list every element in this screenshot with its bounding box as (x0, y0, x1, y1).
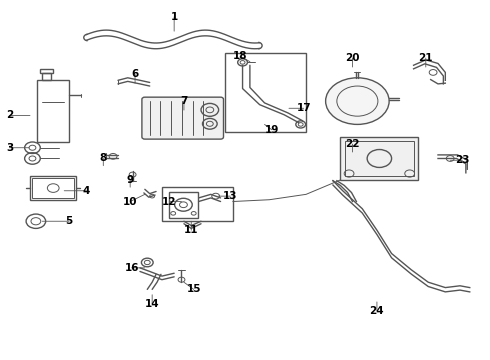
Text: 18: 18 (233, 51, 247, 61)
Text: 19: 19 (265, 125, 279, 135)
Text: 22: 22 (345, 139, 360, 149)
Circle shape (326, 78, 389, 125)
Text: 9: 9 (126, 175, 134, 185)
Bar (37, 80, 69, 142)
FancyBboxPatch shape (142, 97, 223, 139)
Text: 13: 13 (223, 191, 238, 201)
Bar (30, 176, 76, 200)
Text: 12: 12 (162, 197, 176, 207)
Text: 2: 2 (6, 111, 13, 121)
Text: 3: 3 (6, 143, 13, 153)
Bar (169, 192, 197, 218)
Text: 16: 16 (124, 263, 139, 273)
Bar (225, 53, 306, 132)
Text: 23: 23 (455, 155, 470, 165)
Text: 17: 17 (296, 103, 311, 113)
Text: 20: 20 (345, 53, 360, 63)
Text: 21: 21 (418, 53, 433, 63)
Text: 4: 4 (82, 186, 90, 196)
Bar (162, 187, 233, 221)
Text: 24: 24 (369, 306, 384, 316)
Bar (345, 140, 414, 176)
Bar (32, 178, 74, 198)
Text: 5: 5 (66, 216, 73, 226)
Bar (42, 73, 51, 80)
Text: 10: 10 (123, 197, 137, 207)
Text: 1: 1 (171, 12, 178, 22)
Text: 15: 15 (187, 284, 201, 294)
Bar (40, 69, 53, 73)
Text: 8: 8 (99, 153, 107, 163)
Text: 11: 11 (184, 225, 198, 235)
Text: 14: 14 (145, 299, 159, 309)
Text: 7: 7 (180, 96, 188, 106)
Bar (340, 137, 418, 180)
Text: 6: 6 (131, 69, 139, 79)
